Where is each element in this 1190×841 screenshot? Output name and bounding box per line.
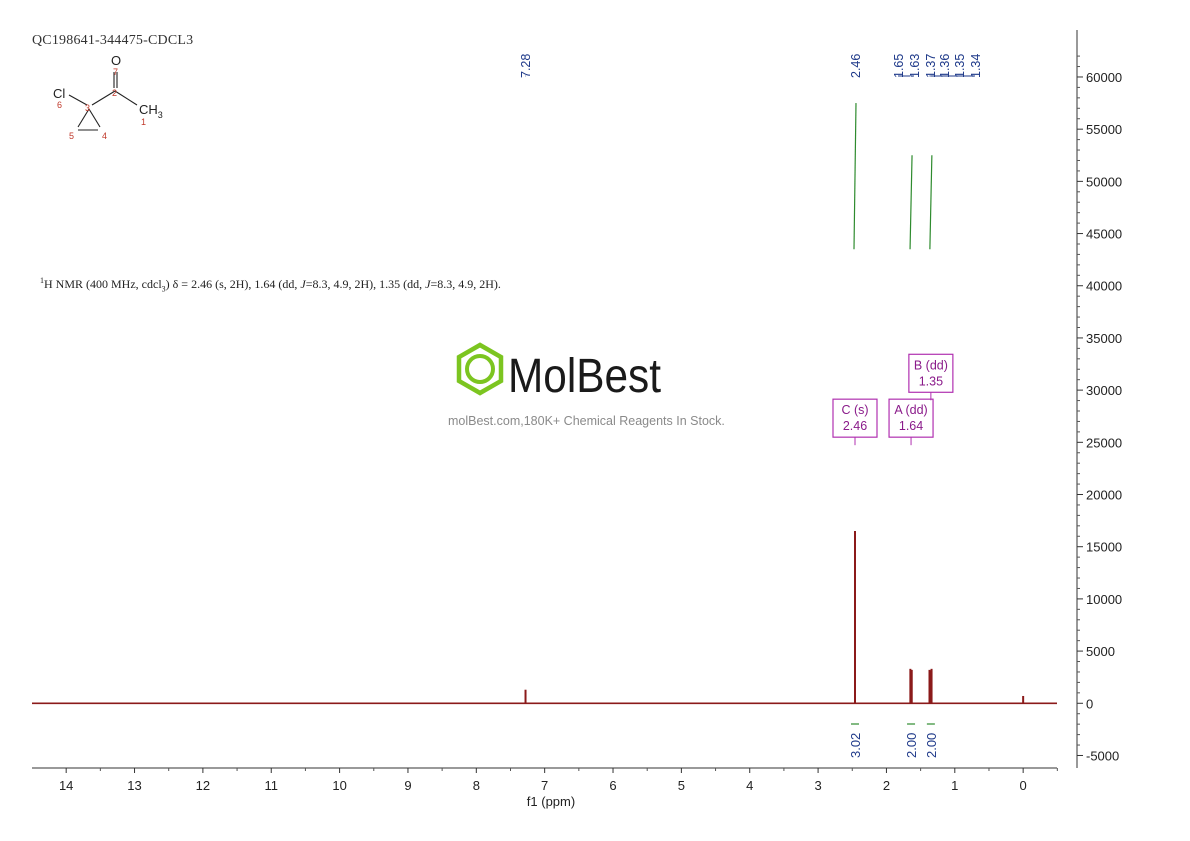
atom-number-5: 5 xyxy=(69,131,74,141)
integral-value: 3.02 xyxy=(848,733,863,758)
y-tick-label: 25000 xyxy=(1086,435,1122,450)
y-tick-label: 15000 xyxy=(1086,540,1122,555)
integral-value: 2.00 xyxy=(904,733,919,758)
molbest-logo: MolBest xyxy=(456,342,661,400)
x-axis-label: f1 (ppm) xyxy=(527,794,575,809)
methyl-subscript: 3 xyxy=(158,110,163,120)
sample-id: QC198641-344475-CDCL3 xyxy=(32,33,194,48)
nmr-sub: 3 xyxy=(161,284,166,294)
integral-curve xyxy=(929,155,933,250)
x-tick-label: 9 xyxy=(404,778,411,793)
nmr-part1: H NMR (400 MHz, cdcl xyxy=(44,277,162,291)
multiplet-label: B (dd) xyxy=(914,358,948,372)
peak-label: 2.46 xyxy=(849,54,863,78)
nmr-j1: J xyxy=(300,277,306,291)
integral-value: 2.00 xyxy=(924,733,939,758)
multiplet-shift: 2.46 xyxy=(843,419,867,433)
multiplet-box xyxy=(832,398,878,438)
x-tick-label: 3 xyxy=(814,778,821,793)
methyl-group: CH3 xyxy=(139,102,163,120)
integral-curve xyxy=(909,155,913,250)
atom-number-6: 6 xyxy=(57,100,62,110)
x-tick-label: 12 xyxy=(196,778,210,793)
peak-label: 1.35 xyxy=(953,54,967,78)
y-tick-label: 40000 xyxy=(1086,279,1122,294)
nmr-j2: J xyxy=(425,277,431,291)
y-tick-label: 20000 xyxy=(1086,488,1122,503)
x-tick-label: 8 xyxy=(473,778,480,793)
multiplet-box xyxy=(908,353,954,393)
watermark-caption: molBest.com,180K+ Chemical Reagents In S… xyxy=(448,414,725,428)
peak-label: 1.65 xyxy=(892,54,906,78)
peak-label: 7.28 xyxy=(519,54,533,78)
atom-number-7: 7 xyxy=(113,67,118,77)
y-tick-label: 10000 xyxy=(1086,592,1122,607)
atom-number-4: 4 xyxy=(102,131,107,141)
methyl-ch: CH xyxy=(139,102,158,117)
atom-number-2: 2 xyxy=(112,88,117,98)
y-tick-label: 0 xyxy=(1086,696,1093,711)
nmr-part4: =8.3, 4.9, 2H). xyxy=(430,277,501,291)
peak-label: 1.36 xyxy=(938,54,952,78)
nmr-sup: 1 xyxy=(40,276,44,285)
brand-name: MolBest xyxy=(508,350,661,400)
peak-label: 1.63 xyxy=(908,54,922,78)
x-tick-label: 0 xyxy=(1020,778,1027,793)
x-tick-label: 7 xyxy=(541,778,548,793)
y-tick-label: 5000 xyxy=(1086,644,1115,659)
chlorine-atom: Cl xyxy=(53,86,65,101)
x-tick-label: 10 xyxy=(332,778,346,793)
benzene-logo-icon xyxy=(456,342,504,396)
y-tick-label: -5000 xyxy=(1086,748,1119,763)
x-tick-label: 5 xyxy=(678,778,685,793)
y-tick-label: 50000 xyxy=(1086,174,1122,189)
peak-label: 1.37 xyxy=(924,54,938,78)
x-tick-label: 11 xyxy=(264,778,278,793)
oxygen-atom: O xyxy=(111,53,121,68)
x-tick-label: 2 xyxy=(883,778,890,793)
atom-number-1: 1 xyxy=(141,117,146,127)
y-tick-label: 45000 xyxy=(1086,227,1122,242)
nmr-part3: =8.3, 4.9, 2H), 1.35 (dd, xyxy=(305,277,426,291)
peak-label: 1.34 xyxy=(969,54,983,78)
x-tick-label: 1 xyxy=(951,778,958,793)
nmr-description: 1H NMR (400 MHz, cdcl3) δ = 2.46 (s, 2H)… xyxy=(40,276,501,293)
multiplet-label: C (s) xyxy=(841,403,868,417)
y-tick-label: 55000 xyxy=(1086,122,1122,137)
x-tick-label: 6 xyxy=(609,778,616,793)
atom-number-3: 3 xyxy=(85,103,90,113)
multiplet-shift: 1.35 xyxy=(919,374,943,388)
y-tick-label: 30000 xyxy=(1086,383,1122,398)
multiplet-label: A (dd) xyxy=(894,403,927,417)
x-tick-label: 14 xyxy=(59,778,73,793)
y-tick-label: 35000 xyxy=(1086,331,1122,346)
nmr-part2: ) δ = 2.46 (s, 2H), 1.64 (dd, xyxy=(165,277,301,291)
x-tick-label: 4 xyxy=(746,778,753,793)
y-tick-label: 60000 xyxy=(1086,70,1122,85)
integral-curve xyxy=(853,103,857,250)
molecule-structure: O 7 2 Cl 6 3 CH3 1 5 4 xyxy=(53,53,163,141)
multiplet-shift: 1.64 xyxy=(899,419,923,433)
x-tick-label: 13 xyxy=(127,778,141,793)
